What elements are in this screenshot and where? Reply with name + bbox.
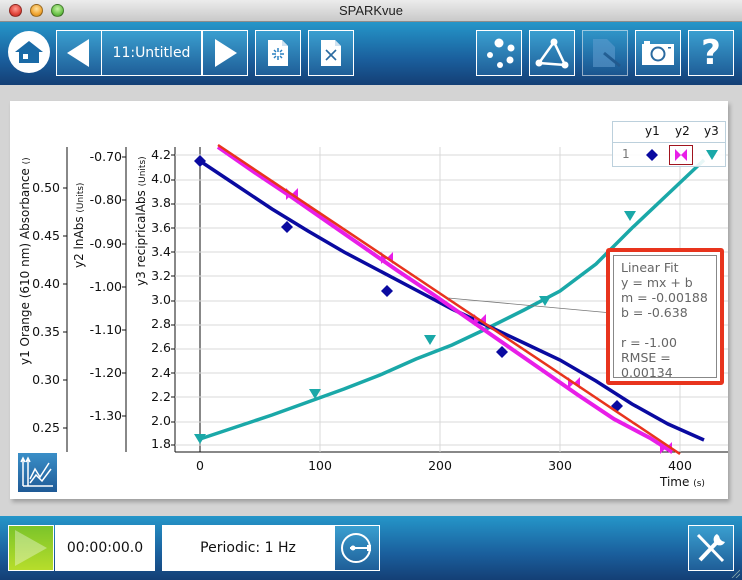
fit-title: Linear Fit	[621, 260, 679, 275]
data-points-icon	[487, 38, 515, 68]
snapshot-button[interactable]	[635, 30, 681, 76]
y2-tick: -0.90	[89, 236, 122, 251]
y3-tick: 2.4	[151, 365, 171, 380]
legend-y2-selected[interactable]	[669, 145, 693, 165]
y3-tick: 4.2	[151, 147, 171, 162]
legend-header-y1: y1	[645, 124, 660, 138]
legend-run-label: 1	[622, 147, 630, 161]
y1-tick: 0.30	[32, 372, 60, 387]
legend-header-y3: y3	[704, 124, 719, 138]
linear-fit-line[interactable]	[217, 143, 681, 456]
fit-correlation: r = -1.00	[621, 335, 677, 350]
elapsed-time-display: 00:00:00.0	[55, 525, 155, 571]
bowtie-icon	[675, 149, 687, 161]
home-icon	[15, 41, 43, 63]
journal-button[interactable]	[582, 30, 628, 76]
next-page-button[interactable]	[202, 30, 248, 76]
window-close-button[interactable]	[9, 4, 22, 17]
y3-tick: 2.2	[151, 389, 171, 404]
y3-tick: 1.8	[151, 436, 171, 451]
graph-tools-button[interactable]	[18, 453, 57, 492]
y2-tick: -0.70	[89, 149, 122, 164]
y1-tick: 0.35	[32, 324, 60, 339]
x-tick: 300	[548, 458, 572, 473]
window-titlebar: SPARKvue	[0, 0, 742, 22]
linear-fit-annotation[interactable]: Linear Fit y = mx + b m = -0.00188 b = -…	[606, 248, 724, 385]
delete-page-icon	[321, 40, 341, 66]
y1-tick: 0.40	[32, 276, 60, 291]
x-tick: 0	[196, 458, 204, 473]
x-tick: 200	[428, 458, 452, 473]
window-minimize-button[interactable]	[30, 4, 43, 17]
home-button[interactable]	[8, 31, 50, 73]
resize-grip-icon[interactable]	[730, 568, 740, 578]
y3-tick: 2.8	[151, 316, 171, 331]
new-page-icon	[268, 40, 288, 66]
y1-tick: 0.50	[32, 180, 60, 195]
legend-header-y2: y2	[675, 124, 690, 138]
x-tick: 100	[308, 458, 332, 473]
series-y3[interactable]	[194, 158, 706, 444]
fit-intercept: b = -0.638	[621, 305, 688, 320]
x-axis-label[interactable]: Time (s)	[660, 475, 705, 489]
document-title-button[interactable]: 11:Untitled	[101, 30, 202, 76]
timer-button[interactable]	[334, 525, 380, 571]
fit-annotation-leader	[447, 297, 613, 314]
y3-tick: 3.0	[151, 292, 171, 307]
y3-tick: 2.0	[151, 413, 171, 428]
y2-tick: -1.20	[89, 365, 122, 380]
window-title: SPARKvue	[338, 3, 404, 18]
tools-icon	[696, 533, 725, 563]
fit-slope: m = -0.00188	[621, 290, 708, 305]
diamond-icon[interactable]	[645, 148, 659, 162]
y3-tick: 3.6	[151, 220, 171, 235]
triangle-analysis-icon	[535, 38, 569, 69]
graph-tools-icon	[20, 456, 53, 487]
fit-rmse-label: RMSE =	[621, 350, 671, 365]
y1-tick: 0.25	[32, 420, 60, 435]
new-page-button[interactable]	[255, 30, 301, 76]
start-button[interactable]	[8, 525, 54, 571]
camera-icon	[642, 41, 674, 65]
help-button[interactable]: ?	[688, 30, 734, 76]
previous-page-button[interactable]	[56, 30, 102, 76]
y3-tick: 2.6	[151, 340, 171, 355]
y3-tick: 3.2	[151, 268, 171, 283]
delete-page-button[interactable]	[308, 30, 354, 76]
y2-tick: -0.80	[89, 192, 122, 207]
document-title: 11:Untitled	[112, 45, 191, 61]
journal-pencil-icon	[593, 39, 621, 68]
bottom-toolbar: 00:00:00.0 Periodic: 1 Hz	[0, 516, 742, 580]
y2-tick: -1.00	[89, 279, 122, 294]
y1-tick: 0.45	[32, 228, 60, 243]
x-tick: 400	[668, 458, 692, 473]
fit-equation: y = mx + b	[621, 275, 693, 290]
stopwatch-icon	[341, 533, 371, 563]
data-points-button[interactable]	[476, 30, 522, 76]
play-icon	[15, 530, 47, 566]
window-zoom-button[interactable]	[51, 4, 64, 17]
fit-rmse-value: 0.00134	[621, 365, 673, 380]
y2-tick: -1.30	[89, 408, 122, 423]
left-arrow-icon	[67, 39, 89, 67]
analysis-button[interactable]	[529, 30, 575, 76]
right-arrow-icon	[215, 39, 237, 67]
y3-tick: 4.0	[151, 171, 171, 186]
top-toolbar: 11:Untitled	[0, 22, 742, 85]
y2-tick: -1.10	[89, 322, 122, 337]
y3-tick: 3.4	[151, 244, 171, 259]
y3-tick: 3.8	[151, 195, 171, 210]
triangle-down-icon[interactable]	[705, 149, 719, 161]
series-legend[interactable]: y1 y2 y3 1	[612, 121, 726, 167]
settings-button[interactable]	[688, 525, 734, 571]
sample-rate-button[interactable]: Periodic: 1 Hz	[162, 525, 334, 571]
help-icon: ?	[701, 33, 721, 73]
